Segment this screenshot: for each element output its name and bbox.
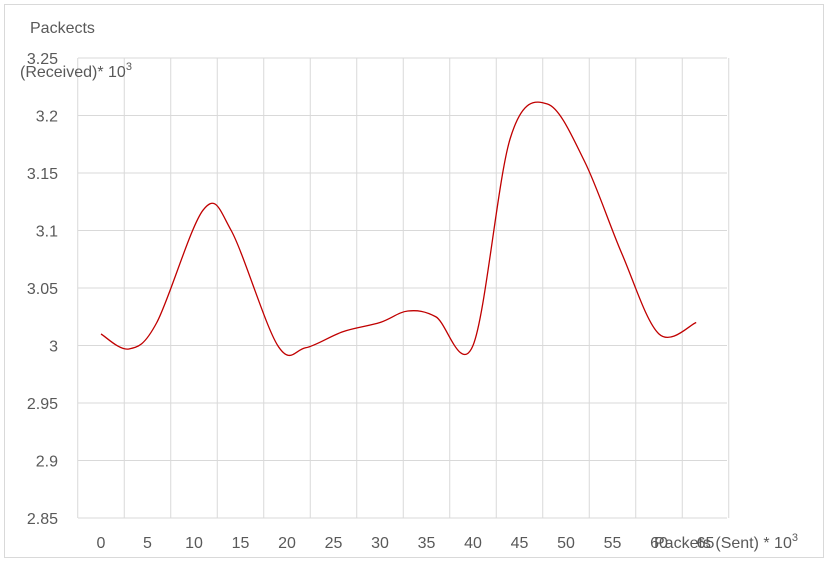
y-tick-label: 3.2 — [36, 109, 58, 126]
x-tick-label: 5 — [143, 535, 152, 552]
x-tick-label: 60 — [650, 535, 668, 552]
x-axis-title: Packets (Sent) * 103 — [654, 532, 798, 552]
x-tick-label: 50 — [557, 535, 575, 552]
x-tick-label: 35 — [418, 535, 436, 552]
x-tick-label: 65 — [697, 535, 715, 552]
y-axis-title-line1: Packects — [30, 20, 95, 37]
series-layer — [100, 101, 697, 357]
x-tick-label: 20 — [278, 535, 296, 552]
x-tick-labels: 0 5 10 15 20 25 30 35 40 45 50 55 60 65 — [97, 535, 715, 552]
x-tick-label: 0 — [97, 535, 106, 552]
x-tick-label: 45 — [511, 535, 529, 552]
y-tick-label: 3 — [49, 339, 58, 356]
y-tick-label: 3.1 — [36, 224, 58, 241]
y-tick-label: 2.95 — [27, 396, 58, 413]
y-tick-label: 3.15 — [27, 166, 58, 183]
y-tick-label: 2.85 — [27, 511, 58, 528]
x-tick-label: 25 — [325, 535, 343, 552]
y-tick-labels: 2.85 2.9 2.95 3 3.05 3.1 3.15 3.2 3.25 — [27, 51, 58, 528]
chart-frame — [4, 4, 824, 558]
grid-lines — [77, 57, 730, 519]
x-tick-label: 15 — [232, 535, 250, 552]
x-tick-label: 55 — [604, 535, 622, 552]
y-tick-label: 3.25 — [27, 51, 58, 68]
series-line — [100, 101, 697, 357]
y-tick-label: 2.9 — [36, 454, 58, 471]
y-tick-label: 3.05 — [27, 281, 58, 298]
x-tick-label: 30 — [371, 535, 389, 552]
y-axis-title-line2: (Received)* 103 — [20, 61, 132, 81]
x-tick-label: 10 — [185, 535, 203, 552]
x-tick-label: 40 — [464, 535, 482, 552]
